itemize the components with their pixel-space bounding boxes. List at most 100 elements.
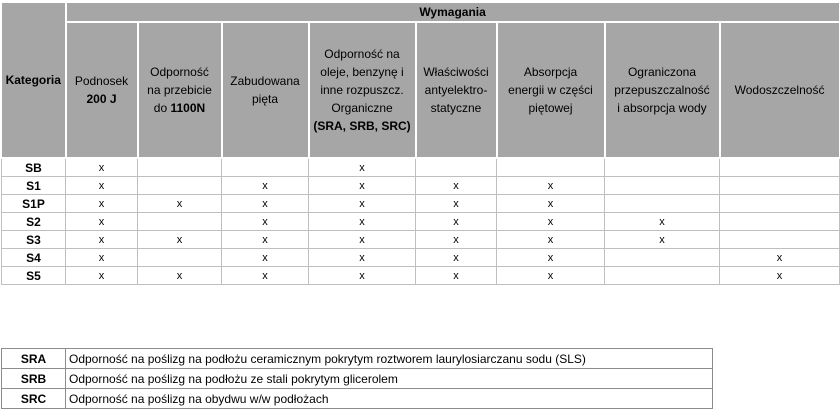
column-header: Zabudowana pięta (220, 21, 310, 159)
mark-cell: x (65, 248, 138, 267)
header-line: i absorpcja wody (617, 101, 707, 115)
header-line: Podnosek (74, 74, 129, 88)
mark-cell: x (415, 248, 497, 267)
header-line: statyczne (430, 101, 482, 115)
header-line: Właściwości (423, 65, 489, 79)
column-header: Absorpcja energii w części piętowej (495, 21, 606, 159)
mark-cell: x (496, 194, 605, 213)
header-line: 200 J (86, 92, 117, 106)
legend-description: Odporność na poślizg na podłożu ze stali… (65, 368, 713, 389)
category-cell: S3 (1, 230, 66, 249)
header-line: Odporność (150, 65, 209, 79)
mark-cell: x (65, 230, 138, 249)
mark-cell: x (221, 266, 309, 285)
mark-cell (604, 248, 720, 267)
legend-code: SRA (1, 348, 66, 369)
category-cell: S2 (1, 212, 66, 231)
mark-cell (718, 157, 840, 177)
mark-cell (604, 157, 720, 177)
requirements-table: Kategoria Wymagania Podnosek 200 J Odporno… (1, 1, 840, 285)
mark-cell: x (308, 194, 416, 213)
requirements-header: Wymagania (64, 1, 840, 23)
legend-code: SRC (1, 388, 66, 409)
header-line-bold: 1100N (170, 101, 206, 115)
mark-cell: x (308, 176, 416, 195)
header-line: przepuszczalność (614, 83, 710, 97)
header-line: Organiczne (331, 101, 393, 115)
mark-cell (137, 157, 222, 177)
mark-cell (604, 266, 720, 285)
header-line: Absorpcja (523, 65, 578, 79)
table-row: S5 x x x x x x x (1, 266, 840, 285)
mark-cell (718, 212, 840, 231)
mark-cell: x (137, 266, 222, 285)
legend-description: Odporność na poślizg na obydwu w/w podło… (65, 388, 713, 409)
mark-cell: x (137, 230, 222, 249)
header-line: piętowej (528, 101, 573, 115)
legend-code: SRB (1, 368, 66, 389)
table-row: S1 x x x x x (1, 176, 840, 195)
mark-cell: x (496, 212, 605, 231)
mark-cell: x (308, 157, 416, 177)
header-line: antyelektro- (424, 83, 488, 97)
mark-cell: x (65, 194, 138, 213)
mark-cell (415, 157, 497, 177)
header-line: Odporność na (324, 47, 400, 61)
mark-cell: x (496, 176, 605, 195)
column-header: Odporność na przebicie do 1100N (136, 21, 223, 159)
mark-cell: x (604, 212, 720, 231)
header-line: inne rozpuszcz. (320, 83, 404, 97)
header-line: energii w części (508, 83, 593, 97)
mark-cell: x (496, 248, 605, 267)
column-header: Podnosek 200 J (64, 21, 139, 159)
mark-cell: x (415, 194, 497, 213)
legend-row: SRC Odporność na poślizg na obydwu w/w po… (1, 388, 713, 409)
category-cell: S1 (1, 176, 66, 195)
mark-cell: x (496, 230, 605, 249)
header-line: na przebicie (147, 83, 212, 97)
mark-cell: x (415, 266, 497, 285)
column-header: Właściwości antyelektro-statyczne (414, 21, 498, 159)
category-cell: S1P (1, 194, 66, 213)
mark-cell (718, 230, 840, 249)
mark-cell: x (65, 157, 138, 177)
mark-cell: x (221, 248, 309, 267)
table-row: SB x x (1, 157, 840, 177)
mark-cell: x (415, 176, 497, 195)
table-row: S4 x x x x x x (1, 248, 840, 267)
mark-cell: x (415, 212, 497, 231)
mark-cell (718, 176, 840, 195)
mark-cell (137, 176, 222, 195)
mark-cell (604, 194, 720, 213)
category-cell: S5 (1, 266, 66, 285)
mark-cell: x (718, 266, 840, 285)
header-line: Ograniczona (627, 65, 697, 79)
mark-cell: x (718, 248, 840, 267)
legend-row: SRB Odporność na poślizg na podłożu ze st… (1, 368, 713, 389)
category-header: Kategoria (1, 1, 67, 159)
mark-cell: x (221, 176, 309, 195)
header-line: do (153, 101, 171, 115)
mark-cell: x (221, 194, 309, 213)
column-header: Wodoszczelność (718, 21, 840, 159)
mark-cell: x (308, 248, 416, 267)
header-line: oleje, benzynę i (320, 65, 404, 79)
column-header: Ograniczona przepuszczalność i absorpcja w… (603, 21, 721, 159)
header-line: Zabudowana (230, 74, 300, 88)
mark-cell (137, 212, 222, 231)
legend-row: SRA Odporność na poślizg na podłożu ceram… (1, 348, 713, 369)
mark-cell: x (65, 212, 138, 231)
header-line: Wodoszczelność (734, 83, 825, 97)
header-line: pięta (251, 92, 279, 106)
mark-cell: x (308, 230, 416, 249)
category-cell: S4 (1, 248, 66, 267)
table-row: S2 x x x x x x (1, 212, 840, 231)
mark-cell: x (308, 266, 416, 285)
mark-cell (221, 157, 309, 177)
table-row: S3 x x x x x x x (1, 230, 840, 249)
mark-cell: x (308, 212, 416, 231)
mark-cell: x (496, 266, 605, 285)
mark-cell: x (221, 230, 309, 249)
header-line: (SRA, SRB, SRC) (313, 119, 411, 133)
mark-cell: x (221, 212, 309, 231)
